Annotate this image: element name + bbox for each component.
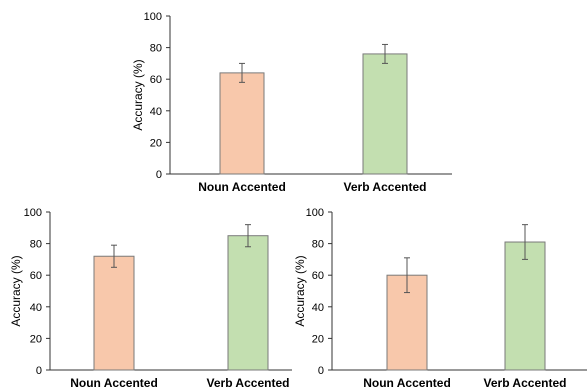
y-tick-label: 0: [156, 169, 162, 181]
category-label: Verb Accented: [484, 376, 567, 390]
y-tick-label: 80: [312, 239, 324, 251]
bar-verb-accented: [227, 235, 269, 371]
y-tick-label: 60: [312, 270, 324, 282]
category-label: Noun Accented: [70, 376, 158, 390]
chart-panel-2: 0 20 40 60 80 100 Accuracy (%) Noun Accented Ver…: [9, 207, 292, 390]
y-tick-label: 60: [150, 74, 162, 86]
chart-panel-1: 0 20 40 60 80 100 Accuracy (%) Noun Accented Ver…: [131, 11, 452, 194]
category-label: Verb Accented: [344, 180, 427, 194]
y-tick-label: 100: [306, 207, 324, 219]
y-axis-label: Accuracy (%): [293, 255, 307, 326]
bar-noun-accented: [219, 72, 265, 175]
category-label: Verb Accented: [207, 376, 290, 390]
y-tick-label: 40: [30, 302, 42, 314]
y-tick-label: 0: [318, 365, 324, 377]
bar-verb-accented: [504, 241, 546, 371]
chart-panel-3: 0 20 40 60 80 100 Accuracy (%) Noun Accented Ver…: [293, 207, 587, 390]
category-label: Noun Accented: [198, 180, 286, 194]
y-tick-label: 100: [24, 207, 42, 219]
category-label: Noun Accented: [363, 376, 451, 390]
y-tick-label: 80: [30, 239, 42, 251]
bar-verb-accented: [362, 53, 408, 175]
bar-noun-accented: [93, 255, 135, 371]
y-axis-label: Accuracy (%): [9, 255, 23, 326]
y-tick-label: 20: [312, 333, 324, 345]
y-axis-label: Accuracy (%): [131, 59, 145, 130]
y-tick-label: 40: [150, 106, 162, 118]
y-tick-label: 60: [30, 270, 42, 282]
y-tick-label: 40: [312, 302, 324, 314]
y-tick-label: 100: [144, 11, 162, 23]
y-tick-label: 0: [36, 365, 42, 377]
y-tick-label: 80: [150, 43, 162, 55]
y-tick-label: 20: [150, 137, 162, 149]
y-tick-label: 20: [30, 333, 42, 345]
